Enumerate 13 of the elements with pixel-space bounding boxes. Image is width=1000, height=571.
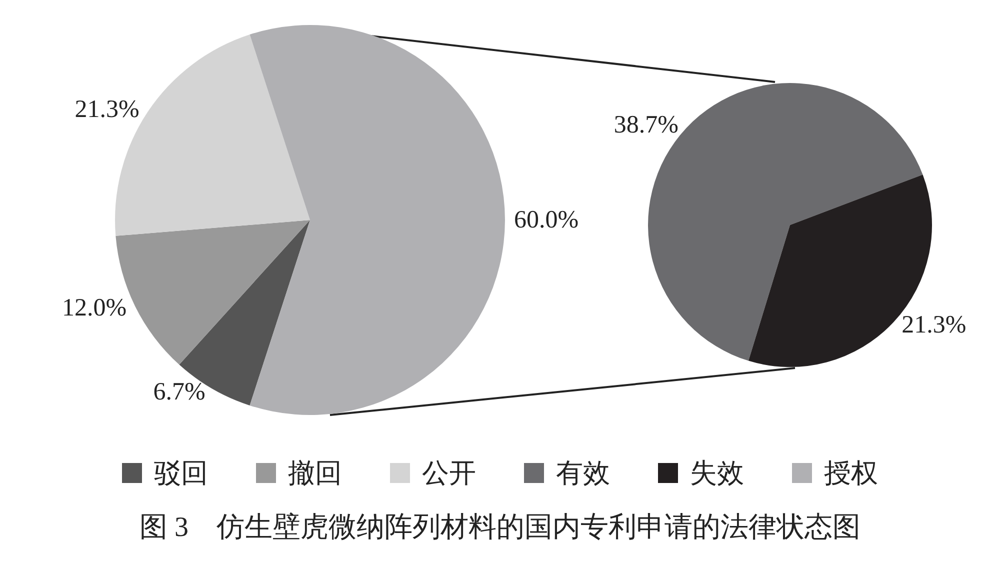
legend-label: 授权 — [824, 457, 878, 490]
data-label: 6.7% — [153, 378, 206, 406]
legend-label: 驳回 — [154, 457, 208, 490]
legend-label: 有效 — [556, 457, 610, 490]
legend-label: 公开 — [422, 457, 476, 490]
data-label: 60.0% — [514, 206, 579, 234]
data-label: 38.7% — [614, 112, 678, 139]
legend-label: 撤回 — [288, 457, 342, 490]
caption: 图 3 仿生壁虎微纳阵列材料的国内专利申请的法律状态图 — [138, 511, 862, 545]
data-label: 12.0% — [62, 294, 127, 322]
legend-label: 失效 — [690, 457, 744, 490]
data-label: 21.3% — [74, 96, 140, 124]
data-label: 21.3% — [902, 311, 966, 338]
